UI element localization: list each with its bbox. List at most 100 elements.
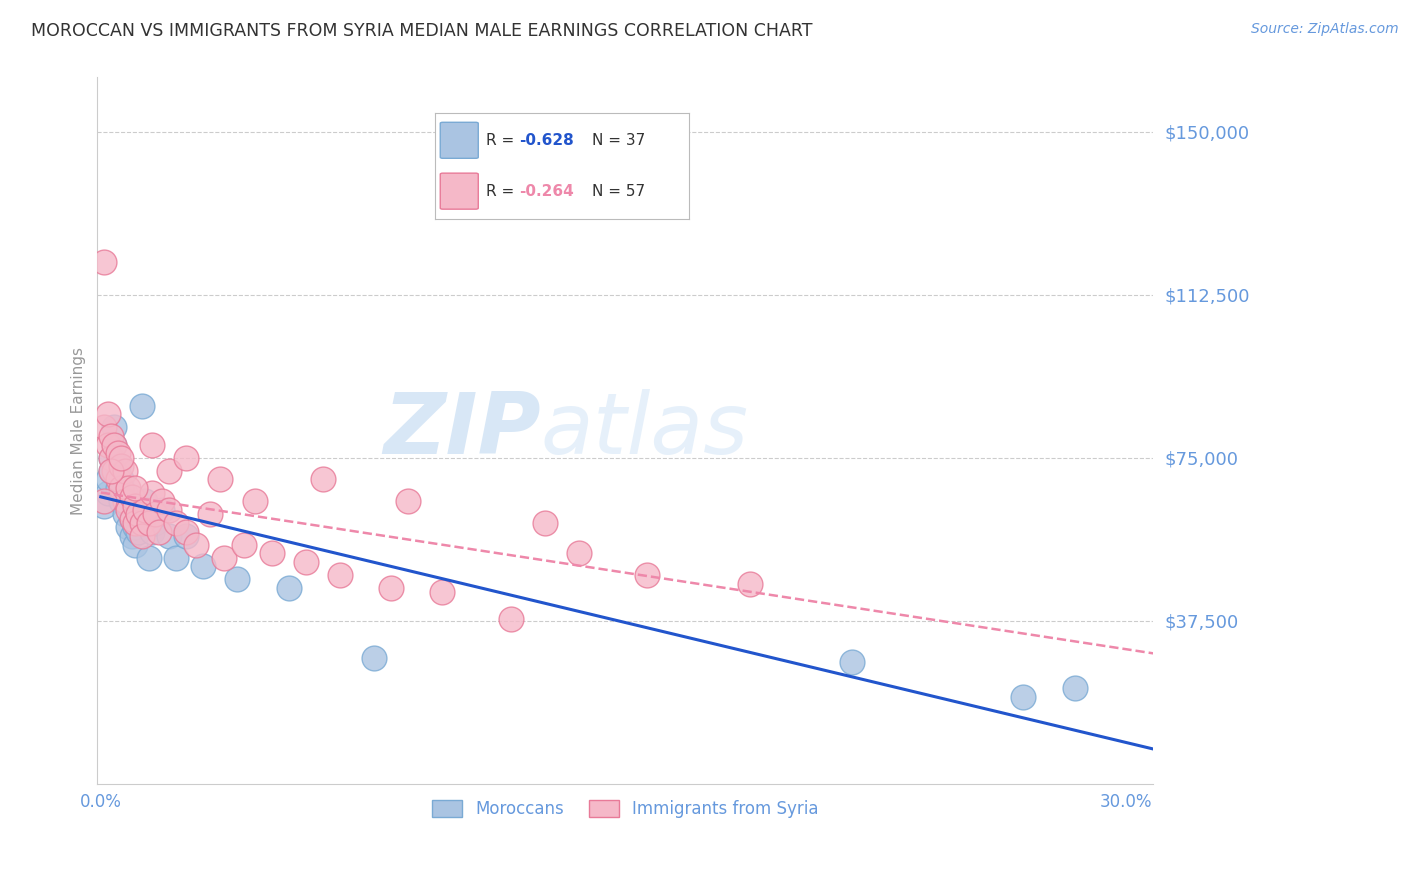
- Point: [97, 438, 120, 452]
- Point: [212, 550, 235, 565]
- Point: [534, 516, 557, 530]
- Point: [124, 538, 146, 552]
- Point: [100, 429, 122, 443]
- Point: [121, 511, 143, 525]
- Point: [157, 503, 180, 517]
- Point: [738, 576, 761, 591]
- Point: [97, 407, 120, 421]
- Point: [499, 611, 522, 625]
- Point: [117, 503, 139, 517]
- Point: [103, 420, 125, 434]
- Point: [150, 494, 173, 508]
- Point: [380, 581, 402, 595]
- Point: [97, 473, 120, 487]
- Point: [226, 573, 249, 587]
- Point: [141, 524, 163, 539]
- Point: [117, 520, 139, 534]
- Point: [114, 464, 136, 478]
- Point: [100, 464, 122, 478]
- Point: [100, 450, 122, 465]
- Point: [127, 508, 149, 522]
- Point: [157, 529, 180, 543]
- Point: [174, 450, 197, 465]
- Point: [568, 546, 591, 560]
- Point: [157, 464, 180, 478]
- Point: [138, 516, 160, 530]
- Point: [107, 459, 129, 474]
- Point: [841, 655, 863, 669]
- Y-axis label: Median Male Earnings: Median Male Earnings: [72, 347, 86, 515]
- Point: [243, 494, 266, 508]
- Point: [93, 420, 115, 434]
- Point: [138, 550, 160, 565]
- Text: MOROCCAN VS IMMIGRANTS FROM SYRIA MEDIAN MALE EARNINGS CORRELATION CHART: MOROCCAN VS IMMIGRANTS FROM SYRIA MEDIAN…: [31, 22, 813, 40]
- Point: [107, 473, 129, 487]
- Point: [363, 650, 385, 665]
- Point: [396, 494, 419, 508]
- Point: [103, 464, 125, 478]
- Point: [93, 255, 115, 269]
- Point: [165, 550, 187, 565]
- Point: [93, 499, 115, 513]
- Point: [145, 508, 167, 522]
- Legend: Moroccans, Immigrants from Syria: Moroccans, Immigrants from Syria: [425, 793, 825, 825]
- Point: [1063, 681, 1085, 695]
- Point: [233, 538, 256, 552]
- Point: [127, 508, 149, 522]
- Point: [100, 464, 122, 478]
- Point: [186, 538, 208, 552]
- Point: [636, 568, 658, 582]
- Point: [117, 499, 139, 513]
- Point: [103, 438, 125, 452]
- Point: [117, 481, 139, 495]
- Point: [107, 446, 129, 460]
- Point: [134, 494, 156, 508]
- Point: [131, 529, 153, 543]
- Point: [124, 499, 146, 513]
- Point: [110, 473, 132, 487]
- Point: [260, 546, 283, 560]
- Point: [329, 568, 352, 582]
- Point: [148, 524, 170, 539]
- Point: [165, 516, 187, 530]
- Point: [100, 450, 122, 465]
- Point: [114, 508, 136, 522]
- Point: [294, 555, 316, 569]
- Point: [107, 481, 129, 495]
- Point: [174, 529, 197, 543]
- Point: [110, 459, 132, 474]
- Point: [141, 485, 163, 500]
- Point: [97, 485, 120, 500]
- Point: [124, 516, 146, 530]
- Point: [198, 508, 221, 522]
- Point: [110, 481, 132, 495]
- Point: [193, 559, 215, 574]
- Point: [312, 473, 335, 487]
- Point: [121, 490, 143, 504]
- Point: [131, 399, 153, 413]
- Point: [131, 516, 153, 530]
- Point: [121, 529, 143, 543]
- Point: [114, 485, 136, 500]
- Point: [110, 450, 132, 465]
- Text: atlas: atlas: [541, 389, 749, 472]
- Point: [145, 516, 167, 530]
- Point: [134, 503, 156, 517]
- Point: [127, 524, 149, 539]
- Point: [150, 503, 173, 517]
- Point: [1012, 690, 1035, 704]
- Point: [103, 438, 125, 452]
- Point: [124, 481, 146, 495]
- Point: [432, 585, 454, 599]
- Text: ZIP: ZIP: [384, 389, 541, 472]
- Point: [277, 581, 299, 595]
- Text: Source: ZipAtlas.com: Source: ZipAtlas.com: [1251, 22, 1399, 37]
- Point: [114, 494, 136, 508]
- Point: [110, 494, 132, 508]
- Point: [174, 524, 197, 539]
- Point: [209, 473, 232, 487]
- Point: [93, 494, 115, 508]
- Point: [141, 438, 163, 452]
- Point: [124, 520, 146, 534]
- Point: [121, 511, 143, 525]
